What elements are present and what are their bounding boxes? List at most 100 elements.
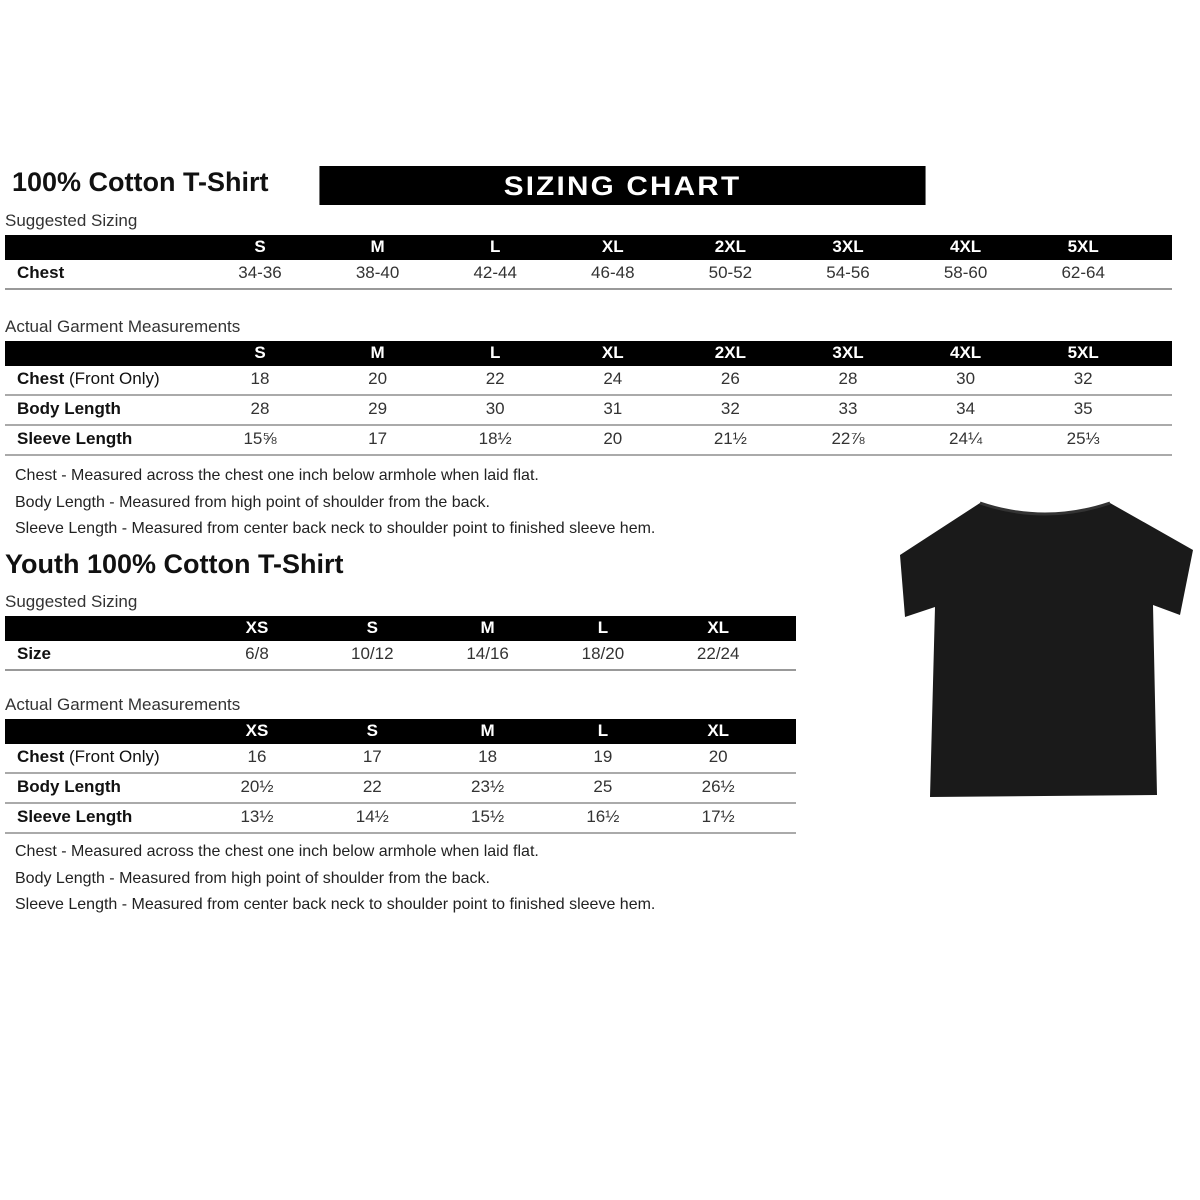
table-cell: 20 xyxy=(368,369,388,388)
table-cell: 20½ xyxy=(240,777,274,796)
adult-title: 100% Cotton T-Shirt xyxy=(12,167,269,197)
table-cell: 17½ xyxy=(701,807,735,826)
table-cell: 18 xyxy=(478,747,498,766)
size-header: XS xyxy=(245,721,269,740)
row-label: Chest xyxy=(17,263,64,283)
table-cell: 34 xyxy=(956,399,976,418)
table-cell: 26½ xyxy=(701,777,735,796)
table-cell: 50-52 xyxy=(708,263,753,282)
row-label-text: Size xyxy=(17,644,52,663)
row-label-text: Chest xyxy=(17,263,65,282)
size-header: S xyxy=(366,618,378,637)
size-header: S xyxy=(254,237,266,256)
table-cell: 25 xyxy=(593,777,613,796)
row-label: Chest (Front Only) xyxy=(17,747,160,767)
table-cell: 18½ xyxy=(478,429,512,448)
table-cell: 17 xyxy=(362,747,382,766)
table-cell: 23½ xyxy=(471,777,505,796)
table-cell: 28 xyxy=(838,369,858,388)
size-header: XL xyxy=(601,343,624,362)
measurement-note: Body Length - Measured from high point o… xyxy=(15,869,490,887)
table-cell: 15½ xyxy=(471,807,505,826)
table-row: Body Length 28 29 30 31 32 33 34 35 xyxy=(5,396,1172,426)
table-cell: 15⅝ xyxy=(243,429,277,448)
table-row: Sleeve Length 13½ 14½ 15½ 16½ 17½ xyxy=(5,804,796,834)
table-cell: 10/12 xyxy=(351,644,394,663)
measurement-note: Body Length - Measured from high point o… xyxy=(15,493,490,511)
table-cell: 20 xyxy=(708,747,728,766)
youth-suggested-label: Suggested Sizing xyxy=(5,592,138,611)
table-cell: 58-60 xyxy=(943,263,988,282)
table-row: Size 6/8 10/12 14/16 18/20 22/24 xyxy=(5,641,796,671)
row-label: Size xyxy=(17,644,51,664)
table-cell: 46-48 xyxy=(591,263,635,282)
sizing-chart-banner: SIZING CHART xyxy=(319,166,926,205)
table-cell: 24 xyxy=(603,369,623,388)
size-header: M xyxy=(480,618,495,637)
table-cell: 31 xyxy=(603,399,623,418)
table-cell: 42-44 xyxy=(473,263,517,282)
measurement-note: Chest - Measured across the chest one in… xyxy=(15,843,539,860)
table-cell: 24¼ xyxy=(949,429,983,448)
adult-suggested-label: Suggested Sizing xyxy=(5,211,138,230)
table-cell: 32 xyxy=(720,399,740,418)
row-label-extra: (Front Only) xyxy=(68,369,160,388)
youth-notes: Chest - Measured across the chest one in… xyxy=(15,843,655,923)
table-cell: 26 xyxy=(720,369,740,388)
youth-suggested-table: XS S M L XL Size 6/8 10/12 14/16 18/20 22/24 xyxy=(5,616,796,671)
table-cell: 13½ xyxy=(240,807,274,826)
table-cell: 62-64 xyxy=(1061,263,1105,282)
size-header: 4XL xyxy=(950,237,982,256)
row-label-text: Sleeve Length xyxy=(17,807,133,826)
size-header: M xyxy=(370,237,385,256)
table-cell: 35 xyxy=(1073,399,1093,418)
size-header: XS xyxy=(245,618,269,637)
header-row: S M L XL 2XL 3XL 4XL 5XL xyxy=(5,235,1172,260)
table-cell: 21½ xyxy=(713,429,747,448)
size-header: 3XL xyxy=(832,343,864,362)
size-header: 5XL xyxy=(1067,237,1099,256)
youth-title: Youth 100% Cotton T-Shirt xyxy=(5,549,344,579)
header-row: XS S M L XL xyxy=(5,719,796,744)
adult-actual-label: Actual Garment Measurements xyxy=(5,317,241,336)
table-cell: 16½ xyxy=(586,807,620,826)
measurement-note: Chest - Measured across the chest one in… xyxy=(15,467,539,484)
row-label-text: Chest xyxy=(17,747,65,766)
row-label-text: Body Length xyxy=(17,399,121,418)
youth-actual-label: Actual Garment Measurements xyxy=(5,695,241,714)
size-header: XL xyxy=(707,721,730,740)
youth-actual-table: XS S M L XL Chest (Front Only) 16 17 18 19 20 Body … xyxy=(5,719,796,834)
size-header: S xyxy=(254,343,266,362)
size-header: L xyxy=(597,618,609,637)
table-row: Chest (Front Only) 18 20 22 24 26 28 30 32 xyxy=(5,366,1172,396)
table-cell: 30 xyxy=(485,399,505,418)
size-header: 5XL xyxy=(1067,343,1099,362)
table-cell: 17 xyxy=(368,429,388,448)
table-cell: 14/16 xyxy=(466,644,509,663)
tshirt-image xyxy=(900,501,1193,797)
table-cell: 54-56 xyxy=(826,263,870,282)
row-label: Chest (Front Only) xyxy=(17,369,160,389)
row-label-extra: (Front Only) xyxy=(68,747,160,766)
table-cell: 19 xyxy=(593,747,613,766)
row-label-text: Body Length xyxy=(17,777,121,796)
row-label: Body Length xyxy=(17,399,121,419)
adult-suggested-table: S M L XL 2XL 3XL 4XL 5XL Chest 34-36 38-40 42-44 46-… xyxy=(5,235,1172,290)
table-row: Sleeve Length 15⅝ 17 18½ 20 21½ 22⅞ 24¼ 25⅓ xyxy=(5,426,1172,456)
adult-notes: Chest - Measured across the chest one in… xyxy=(15,467,655,547)
size-header: M xyxy=(480,721,495,740)
table-cell: 34-36 xyxy=(238,263,282,282)
table-cell: 22 xyxy=(362,777,382,796)
size-header: L xyxy=(489,237,501,256)
row-label-text: Sleeve Length xyxy=(17,429,133,448)
table-cell: 18/20 xyxy=(581,644,625,663)
table-cell: 38-40 xyxy=(355,263,400,282)
table-row: Body Length 20½ 22 23½ 25 26½ xyxy=(5,774,796,804)
adult-actual-table: S M L XL 2XL 3XL 4XL 5XL Chest (Front Only) 18 20 2… xyxy=(5,341,1172,456)
size-header: L xyxy=(597,721,609,740)
table-cell: 25⅓ xyxy=(1066,429,1100,448)
row-label: Body Length xyxy=(17,777,121,797)
row-label: Sleeve Length xyxy=(17,807,132,827)
table-cell: 30 xyxy=(956,369,976,388)
table-cell: 32 xyxy=(1073,369,1093,388)
